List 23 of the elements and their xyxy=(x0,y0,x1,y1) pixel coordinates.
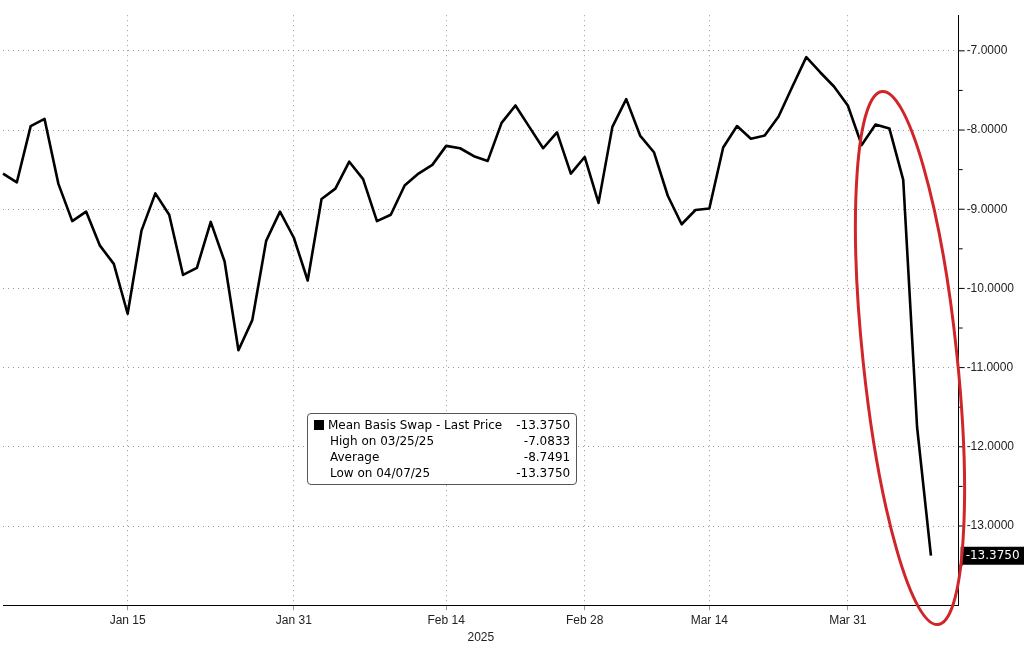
y-tick-label: -10.0000 xyxy=(966,280,1015,295)
text: -13.3750 xyxy=(965,547,1020,562)
x-axis-title: 2025 xyxy=(467,630,495,645)
x-tick-label: Jan 15 xyxy=(109,612,146,627)
x-tick-label: Jan 31 xyxy=(275,612,313,627)
x-tick-label: Feb 28 xyxy=(566,612,604,627)
x-tick-label: Mar 31 xyxy=(829,612,867,627)
y-tick-label: -11.0000 xyxy=(966,359,1014,374)
y-tick-label: -13.0000 xyxy=(966,518,1015,533)
annotation: -13.3750 xyxy=(516,465,571,481)
annotation: Low on 04/07/25 xyxy=(330,465,431,481)
annotation: Average xyxy=(330,449,380,465)
y-tick-label: -7.0000 xyxy=(966,43,1008,58)
annotation: -8.7491 xyxy=(523,449,571,465)
legend-label: Mean Basis Swap - Last Price xyxy=(327,417,503,433)
annotation: High on 03/25/25 xyxy=(330,433,435,449)
annotation: -13.3750 xyxy=(516,417,571,433)
x-tick-label: Mar 14 xyxy=(690,612,729,627)
y-tick-label: -9.0000 xyxy=(966,201,1008,216)
x-tick-label: Feb 14 xyxy=(427,612,466,627)
annotation: -7.0833 xyxy=(523,433,571,449)
y-tick-label: -8.0000 xyxy=(966,122,1008,137)
y-tick-label: -12.0000 xyxy=(966,439,1015,454)
